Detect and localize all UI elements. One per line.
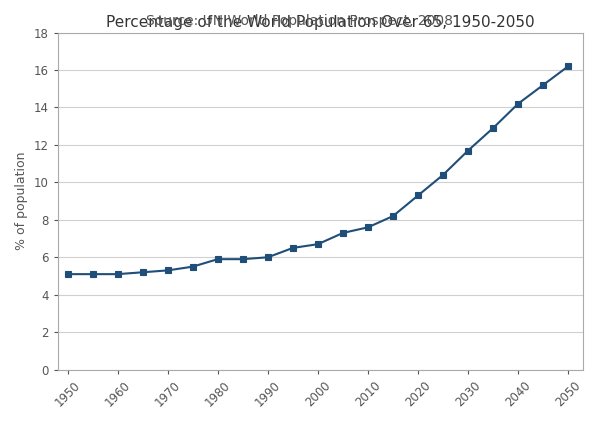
Title: Percentage of the World Population Over 65, 1950-2050: Percentage of the World Population Over … — [106, 15, 535, 30]
Text: Source: UN World Population Prospect, 2008: Source: UN World Population Prospect, 20… — [146, 14, 454, 28]
Y-axis label: % of population: % of population — [15, 152, 28, 250]
